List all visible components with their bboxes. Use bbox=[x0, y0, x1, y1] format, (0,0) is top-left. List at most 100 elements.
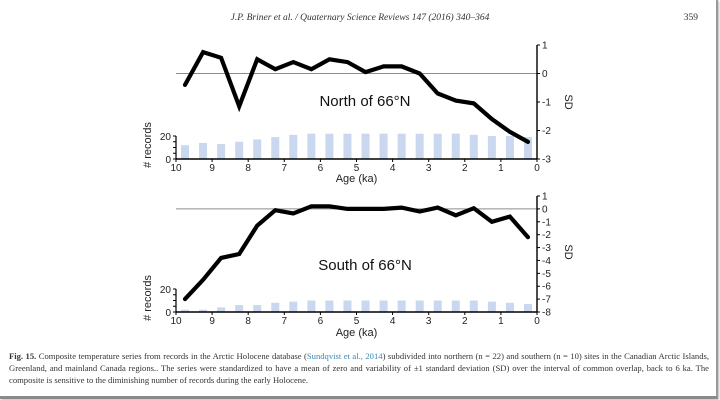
records-bar bbox=[325, 300, 334, 312]
records-bar bbox=[433, 133, 442, 159]
records-tick-label: 0 bbox=[165, 155, 171, 166]
records-bar bbox=[307, 300, 316, 312]
x-tick-label: 7 bbox=[282, 163, 288, 174]
records-bar bbox=[469, 134, 478, 159]
sd-composite-line bbox=[182, 49, 531, 144]
records-bar bbox=[415, 300, 424, 312]
records-bar bbox=[361, 133, 370, 159]
x-tick-label: 9 bbox=[209, 163, 215, 174]
sd-tick-label: -2 bbox=[542, 126, 551, 137]
records-bar bbox=[523, 137, 532, 159]
caption-label: Fig. 15. bbox=[9, 351, 37, 361]
records-bar bbox=[217, 307, 226, 312]
running-head: J.P. Briner et al. / Quaternary Science … bbox=[230, 13, 490, 23]
x-tick-label: 1 bbox=[498, 316, 504, 327]
sd-tick-label: -4 bbox=[542, 256, 551, 267]
region-label: South of 66°N bbox=[318, 257, 412, 274]
records-bar bbox=[235, 141, 244, 159]
sd-tick-label: -5 bbox=[542, 269, 551, 280]
region-label: North of 66°N bbox=[319, 93, 410, 110]
figure-caption: Fig. 15. Composite temperature series fr… bbox=[9, 350, 709, 387]
sd-tick-label: -1 bbox=[542, 217, 551, 228]
records-tick-label: 20 bbox=[160, 132, 172, 143]
caption-text-2: ) subdivided into northern (n = 22) and … bbox=[9, 351, 709, 386]
records-bar bbox=[397, 300, 406, 312]
x-tick-label: 6 bbox=[318, 316, 324, 327]
records-axis-title: # records bbox=[142, 122, 154, 168]
x-tick-label: 5 bbox=[354, 163, 360, 174]
sd-tick-label: -2 bbox=[542, 230, 551, 241]
records-bar bbox=[199, 142, 208, 159]
records-bar bbox=[253, 139, 262, 159]
x-tick-label: 6 bbox=[318, 163, 324, 174]
records-bar bbox=[181, 145, 190, 159]
sd-composite-line bbox=[182, 204, 531, 302]
x-tick-label: 8 bbox=[245, 316, 251, 327]
records-bar bbox=[487, 136, 496, 159]
x-axis-title: Age (ka) bbox=[336, 327, 378, 339]
sd-tick-label: -7 bbox=[542, 295, 551, 306]
records-bar bbox=[325, 133, 334, 159]
sd-tick-label: 0 bbox=[542, 69, 548, 80]
x-tick-label: 3 bbox=[426, 163, 432, 174]
caption-text-1: Composite temperature series from record… bbox=[36, 351, 307, 361]
records-bar bbox=[379, 133, 388, 159]
citation-link[interactable]: Sundqvist et al., 2014 bbox=[306, 351, 383, 361]
sd-tick-label: 1 bbox=[542, 192, 548, 203]
records-bar bbox=[469, 300, 478, 312]
records-bar bbox=[451, 300, 460, 312]
sd-tick-label: -6 bbox=[542, 282, 551, 293]
sd-tick-label: -3 bbox=[542, 155, 551, 166]
records-bar bbox=[253, 305, 262, 312]
records-bar bbox=[397, 133, 406, 159]
x-tick-label: 7 bbox=[282, 316, 288, 327]
x-axis-title: Age (ka) bbox=[336, 173, 378, 185]
records-tick-label: 20 bbox=[160, 285, 172, 296]
x-tick-label: 2 bbox=[462, 316, 468, 327]
records-bar bbox=[289, 301, 298, 312]
records-bar bbox=[271, 302, 280, 312]
x-tick-label: 2 bbox=[462, 163, 468, 174]
x-tick-label: 10 bbox=[170, 163, 182, 174]
x-tick-label: 0 bbox=[534, 316, 540, 327]
x-tick-label: 3 bbox=[426, 316, 432, 327]
records-bar bbox=[379, 300, 388, 312]
records-bar bbox=[343, 133, 352, 159]
x-tick-label: 5 bbox=[354, 316, 360, 327]
x-tick-label: 4 bbox=[390, 316, 396, 327]
records-bar bbox=[505, 136, 514, 159]
x-tick-label: 10 bbox=[170, 316, 182, 327]
records-bar bbox=[343, 300, 352, 312]
records-axis-title: # records bbox=[142, 275, 154, 321]
records-tick-label: 0 bbox=[165, 308, 171, 319]
records-bar bbox=[523, 303, 532, 312]
records-bar bbox=[307, 133, 316, 159]
sd-tick-label: -8 bbox=[542, 308, 551, 319]
sd-tick-label: -1 bbox=[542, 98, 551, 109]
sd-tick-label: 0 bbox=[542, 204, 548, 215]
sd-tick-label: 1 bbox=[542, 41, 548, 52]
records-bar bbox=[361, 300, 370, 312]
records-bar bbox=[289, 134, 298, 159]
page-number: 359 bbox=[683, 13, 698, 23]
records-bar bbox=[505, 302, 514, 312]
x-tick-label: 8 bbox=[245, 163, 251, 174]
x-tick-label: 9 bbox=[209, 316, 215, 327]
records-bar bbox=[217, 144, 226, 159]
records-bar bbox=[487, 301, 496, 312]
records-bar bbox=[433, 300, 442, 312]
sd-axis-title: SD bbox=[562, 94, 574, 109]
x-tick-label: 4 bbox=[390, 163, 396, 174]
records-bar bbox=[271, 137, 280, 159]
x-tick-label: 1 bbox=[498, 163, 504, 174]
records-bar bbox=[181, 309, 190, 312]
records-bar bbox=[415, 133, 424, 159]
sd-tick-label: -3 bbox=[542, 243, 551, 254]
records-bar bbox=[199, 309, 208, 312]
records-bar bbox=[451, 133, 460, 159]
records-bar bbox=[235, 305, 244, 312]
